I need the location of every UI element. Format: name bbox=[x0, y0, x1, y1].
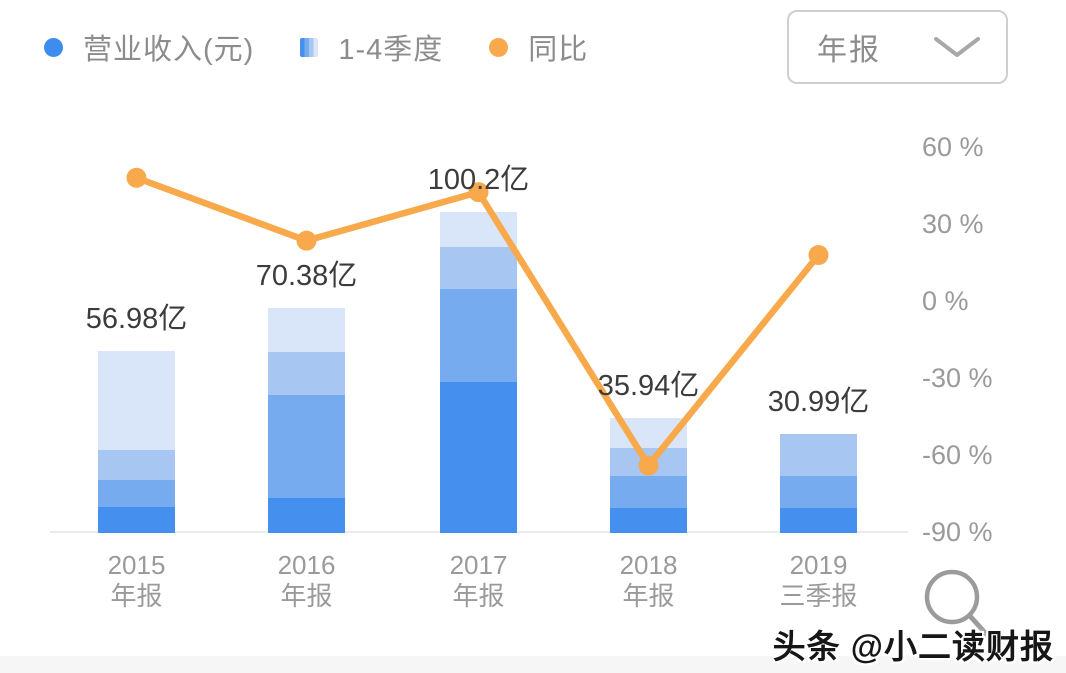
axis-tick-label: -30 % bbox=[922, 363, 993, 393]
axis-tick-label: -90 % bbox=[922, 517, 993, 547]
bar-segment-q3[interactable] bbox=[610, 448, 687, 477]
yoy-point bbox=[808, 245, 829, 266]
revenue-dot-icon bbox=[44, 37, 63, 57]
bar-segment-q3[interactable] bbox=[98, 450, 175, 481]
bar-value-label: 30.99亿 bbox=[767, 385, 870, 418]
yoy-point bbox=[126, 167, 147, 188]
bar-segment-q4[interactable] bbox=[98, 350, 175, 451]
legend-item-yoy[interactable]: 同比 bbox=[489, 26, 588, 68]
yoy-dot-icon bbox=[489, 37, 509, 57]
report-period-value: 年报 bbox=[817, 34, 881, 67]
bar-segment-q4[interactable] bbox=[268, 307, 345, 353]
bar-segment-q2[interactable] bbox=[610, 476, 687, 509]
axis-tick-label: 60 % bbox=[922, 132, 984, 162]
legend-item-quarters[interactable]: 1-4季度 bbox=[300, 26, 443, 68]
yoy-point bbox=[296, 230, 317, 251]
bar-segment-q1[interactable] bbox=[440, 382, 517, 533]
chevron-down-icon bbox=[934, 37, 980, 57]
bar-segment-q4[interactable] bbox=[440, 212, 517, 247]
search-icon[interactable] bbox=[920, 563, 998, 647]
bar-segment-q2[interactable] bbox=[440, 289, 517, 383]
bar-segment-q2[interactable] bbox=[780, 476, 857, 509]
chart-legend: 营业收入(元) 1-4季度 同比 bbox=[44, 24, 588, 70]
category-label: 2016 年报 bbox=[277, 550, 336, 611]
bar-segment-q3[interactable] bbox=[440, 246, 517, 290]
bar-segment-q1[interactable] bbox=[98, 507, 175, 533]
axis-tick-label: 30 % bbox=[922, 209, 984, 239]
bar-segment-q3[interactable] bbox=[780, 433, 857, 477]
category-label: 2019 三季报 bbox=[779, 550, 858, 611]
category-label: 2015 年报 bbox=[107, 550, 166, 611]
legend-label-quarters: 1-4季度 bbox=[338, 34, 444, 66]
quarters-stripes-icon bbox=[300, 37, 319, 57]
legend-label-yoy: 同比 bbox=[528, 34, 589, 66]
axis-tick-label: 0 % bbox=[922, 286, 969, 316]
bar-segment-q1[interactable] bbox=[268, 498, 345, 533]
bar-value-label: 100.2亿 bbox=[427, 164, 530, 197]
bottom-strip bbox=[0, 656, 1066, 673]
axis-tick-label: -60 % bbox=[922, 440, 993, 470]
legend-item-revenue[interactable]: 营业收入(元) bbox=[44, 26, 254, 68]
bar-segment-q2[interactable] bbox=[268, 395, 345, 499]
watermark: 头条 @小二读财报 bbox=[772, 628, 1054, 665]
bar-segment-q1[interactable] bbox=[780, 508, 857, 533]
category-label: 2018 年报 bbox=[619, 550, 678, 611]
bar-segment-q2[interactable] bbox=[98, 480, 175, 508]
bar-value-label: 56.98亿 bbox=[85, 302, 188, 335]
report-period-dropdown[interactable]: 年报 bbox=[787, 10, 1008, 84]
legend-label-revenue: 营业收入(元) bbox=[83, 34, 255, 66]
bar-segment-q3[interactable] bbox=[268, 352, 345, 396]
bar-segment-q4[interactable] bbox=[610, 418, 687, 449]
bar-value-label: 70.38亿 bbox=[255, 259, 358, 292]
bar-segment-q1[interactable] bbox=[610, 508, 687, 533]
category-label: 2017 年报 bbox=[449, 550, 508, 611]
